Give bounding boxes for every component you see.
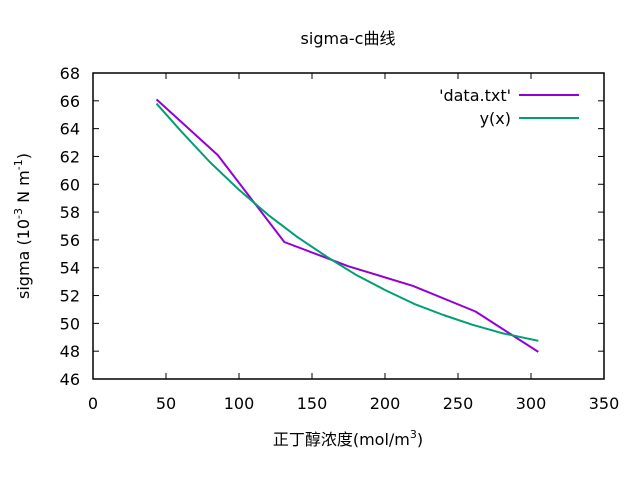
y-tick-label: 54 — [60, 259, 80, 278]
x-tick-label: 150 — [297, 394, 328, 413]
y-axis-label: sigma (10-3 N m-1) — [12, 153, 33, 299]
y-tick-label: 60 — [60, 175, 80, 194]
series-line-fit — [155, 102, 539, 342]
x-axis-label: 正丁醇浓度(mol/m3) — [273, 428, 423, 449]
plot-border — [92, 72, 605, 380]
series-line-data — [155, 98, 539, 353]
y-tick-label: 66 — [60, 92, 80, 111]
y-tick-label: 68 — [60, 64, 80, 83]
legend-label-data: 'data.txt' — [439, 86, 511, 105]
y-tick-label: 64 — [60, 120, 80, 139]
y-tick-label: 62 — [60, 147, 80, 166]
y-tick-label: 50 — [60, 314, 80, 333]
y-tick-label: 48 — [60, 342, 80, 361]
axis-ticks: 0 50 100 150 200 250 300 350 46 48 50 52 54 56 58 60 62 6… — [60, 64, 620, 413]
x-tick-label: 0 — [88, 394, 98, 413]
series-layer — [155, 98, 539, 353]
x-tick-label: 300 — [516, 394, 547, 413]
x-tick-label: 200 — [370, 394, 401, 413]
y-tick-label: 58 — [60, 203, 80, 222]
y-tick-label: 52 — [60, 287, 80, 306]
legend: 'data.txt' y(x) — [439, 86, 579, 128]
legend-label-fit: y(x) — [480, 109, 511, 128]
y-tick-label: 56 — [60, 231, 80, 250]
chart-title: sigma-c曲线 — [301, 29, 396, 48]
x-tick-label: 350 — [589, 394, 620, 413]
x-tick-label: 250 — [443, 394, 474, 413]
x-tick-label: 50 — [156, 394, 176, 413]
y-tick-label: 46 — [60, 370, 80, 389]
x-tick-label: 100 — [224, 394, 255, 413]
